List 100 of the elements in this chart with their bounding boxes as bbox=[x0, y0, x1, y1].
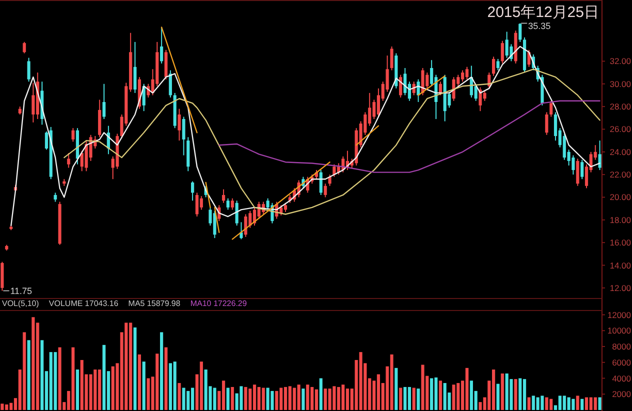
bar bbox=[173, 362, 176, 410]
bar bbox=[328, 388, 332, 410]
candlestick bbox=[168, 70, 172, 98]
bar bbox=[226, 388, 230, 410]
bar bbox=[275, 390, 278, 410]
bar bbox=[584, 397, 588, 410]
bar bbox=[500, 373, 504, 410]
bar bbox=[138, 354, 141, 410]
bar bbox=[545, 397, 548, 410]
y-tick-label: 4000 bbox=[612, 373, 632, 384]
bar bbox=[22, 332, 26, 410]
candlestick bbox=[182, 116, 186, 156]
y-tick-label: 24.00 bbox=[610, 146, 632, 157]
candlestick bbox=[284, 202, 288, 212]
annotation: 11.75 bbox=[10, 286, 32, 296]
candlestick bbox=[500, 40, 504, 64]
candlestick bbox=[324, 183, 327, 198]
bar bbox=[359, 352, 362, 410]
text: VOLUME 17043.16 bbox=[48, 299, 119, 308]
bar bbox=[496, 384, 500, 410]
bar bbox=[314, 389, 318, 410]
bar bbox=[438, 380, 442, 410]
bar bbox=[133, 327, 137, 410]
candlestick bbox=[580, 159, 584, 180]
bar bbox=[0, 404, 4, 410]
annotation: 2015年12月25日 bbox=[487, 4, 599, 21]
bar bbox=[40, 340, 44, 410]
candlestick bbox=[195, 192, 199, 218]
candlestick bbox=[32, 82, 35, 123]
text: MA10 17226.29 bbox=[190, 299, 248, 308]
candlestick bbox=[438, 81, 442, 96]
bar bbox=[576, 396, 580, 410]
bar bbox=[540, 396, 544, 410]
bar bbox=[164, 347, 168, 410]
y-tick-label: 22.00 bbox=[610, 170, 632, 180]
y-tick-label: 20.00 bbox=[610, 192, 632, 202]
candlestick bbox=[240, 222, 243, 240]
candlestick bbox=[372, 99, 376, 120]
bar bbox=[178, 383, 181, 410]
candlestick bbox=[54, 192, 57, 202]
candlestick bbox=[328, 174, 332, 186]
bar bbox=[403, 386, 407, 410]
candlestick bbox=[492, 56, 496, 76]
candlestick bbox=[403, 68, 407, 96]
y-tick-label: 10000 bbox=[607, 326, 632, 336]
bar bbox=[412, 388, 416, 410]
candlestick bbox=[550, 100, 553, 118]
candlestick bbox=[496, 58, 500, 71]
bar bbox=[200, 362, 203, 410]
bar bbox=[522, 379, 526, 410]
bar bbox=[284, 386, 288, 410]
annotation: 35.35 bbox=[528, 21, 551, 32]
bar bbox=[297, 384, 300, 410]
bar bbox=[346, 388, 350, 410]
bar bbox=[302, 388, 305, 410]
candlestick bbox=[465, 66, 469, 80]
candlestick bbox=[319, 170, 322, 196]
y-tick-label: 14.00 bbox=[610, 260, 632, 270]
candlestick bbox=[390, 46, 394, 71]
candlestick bbox=[576, 158, 580, 186]
candlestick bbox=[191, 180, 194, 202]
bar bbox=[527, 397, 531, 410]
candlestick bbox=[230, 198, 234, 210]
bar bbox=[27, 340, 30, 410]
y-tick-label: 16.00 bbox=[610, 238, 632, 248]
bar bbox=[580, 398, 584, 410]
bar bbox=[452, 384, 456, 410]
bar bbox=[76, 370, 80, 410]
bar bbox=[270, 390, 274, 410]
bar bbox=[594, 397, 597, 410]
y-tick-label: 6000 bbox=[612, 357, 632, 368]
bar bbox=[518, 378, 522, 410]
candlestick bbox=[178, 108, 181, 142]
candlestick bbox=[133, 41, 137, 94]
candlestick bbox=[200, 196, 203, 210]
bar bbox=[421, 364, 424, 410]
bar bbox=[54, 352, 57, 410]
bar bbox=[160, 332, 164, 410]
y-tick-label: 18.00 bbox=[610, 214, 632, 225]
bar bbox=[230, 386, 234, 410]
bar bbox=[142, 362, 146, 410]
bar bbox=[240, 386, 243, 410]
bar bbox=[71, 347, 75, 410]
candlestick bbox=[518, 22, 522, 42]
text: MA5 15879.98 bbox=[128, 299, 181, 308]
candlestick bbox=[332, 164, 336, 178]
bar bbox=[252, 384, 256, 410]
bar bbox=[572, 398, 575, 410]
candlestick bbox=[421, 68, 424, 96]
candlestick bbox=[160, 26, 164, 64]
candlestick bbox=[226, 198, 230, 210]
bar bbox=[58, 347, 62, 410]
bar bbox=[416, 388, 420, 410]
candlestick bbox=[67, 152, 70, 168]
y-tick-label: 2000 bbox=[612, 389, 632, 400]
candlestick bbox=[598, 140, 602, 171]
bar bbox=[408, 386, 411, 410]
candlestick bbox=[376, 88, 380, 118]
y-tick-label: 12.00 bbox=[610, 282, 632, 293]
bar bbox=[598, 397, 602, 410]
